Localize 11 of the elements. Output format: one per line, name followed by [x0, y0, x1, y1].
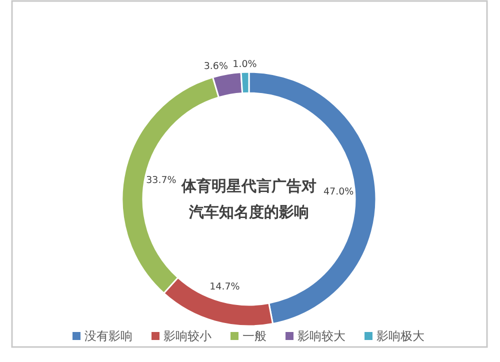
legend-label: 一般 [242, 329, 266, 343]
legend-label: 影响较小 [164, 329, 212, 343]
legend-label: 影响较大 [298, 329, 346, 343]
legend-label: 没有影响 [84, 329, 132, 343]
data-label: 14.7% [210, 282, 240, 293]
data-label: 33.7% [146, 175, 176, 186]
data-label: 1.0% [232, 59, 257, 70]
text: 体育明星代言广告对汽车知名度的影响 [180, 177, 316, 221]
data-label: 3.6% [204, 61, 228, 72]
legend-label: 影响极大 [376, 329, 424, 343]
data-label: 47.0% [324, 186, 354, 198]
